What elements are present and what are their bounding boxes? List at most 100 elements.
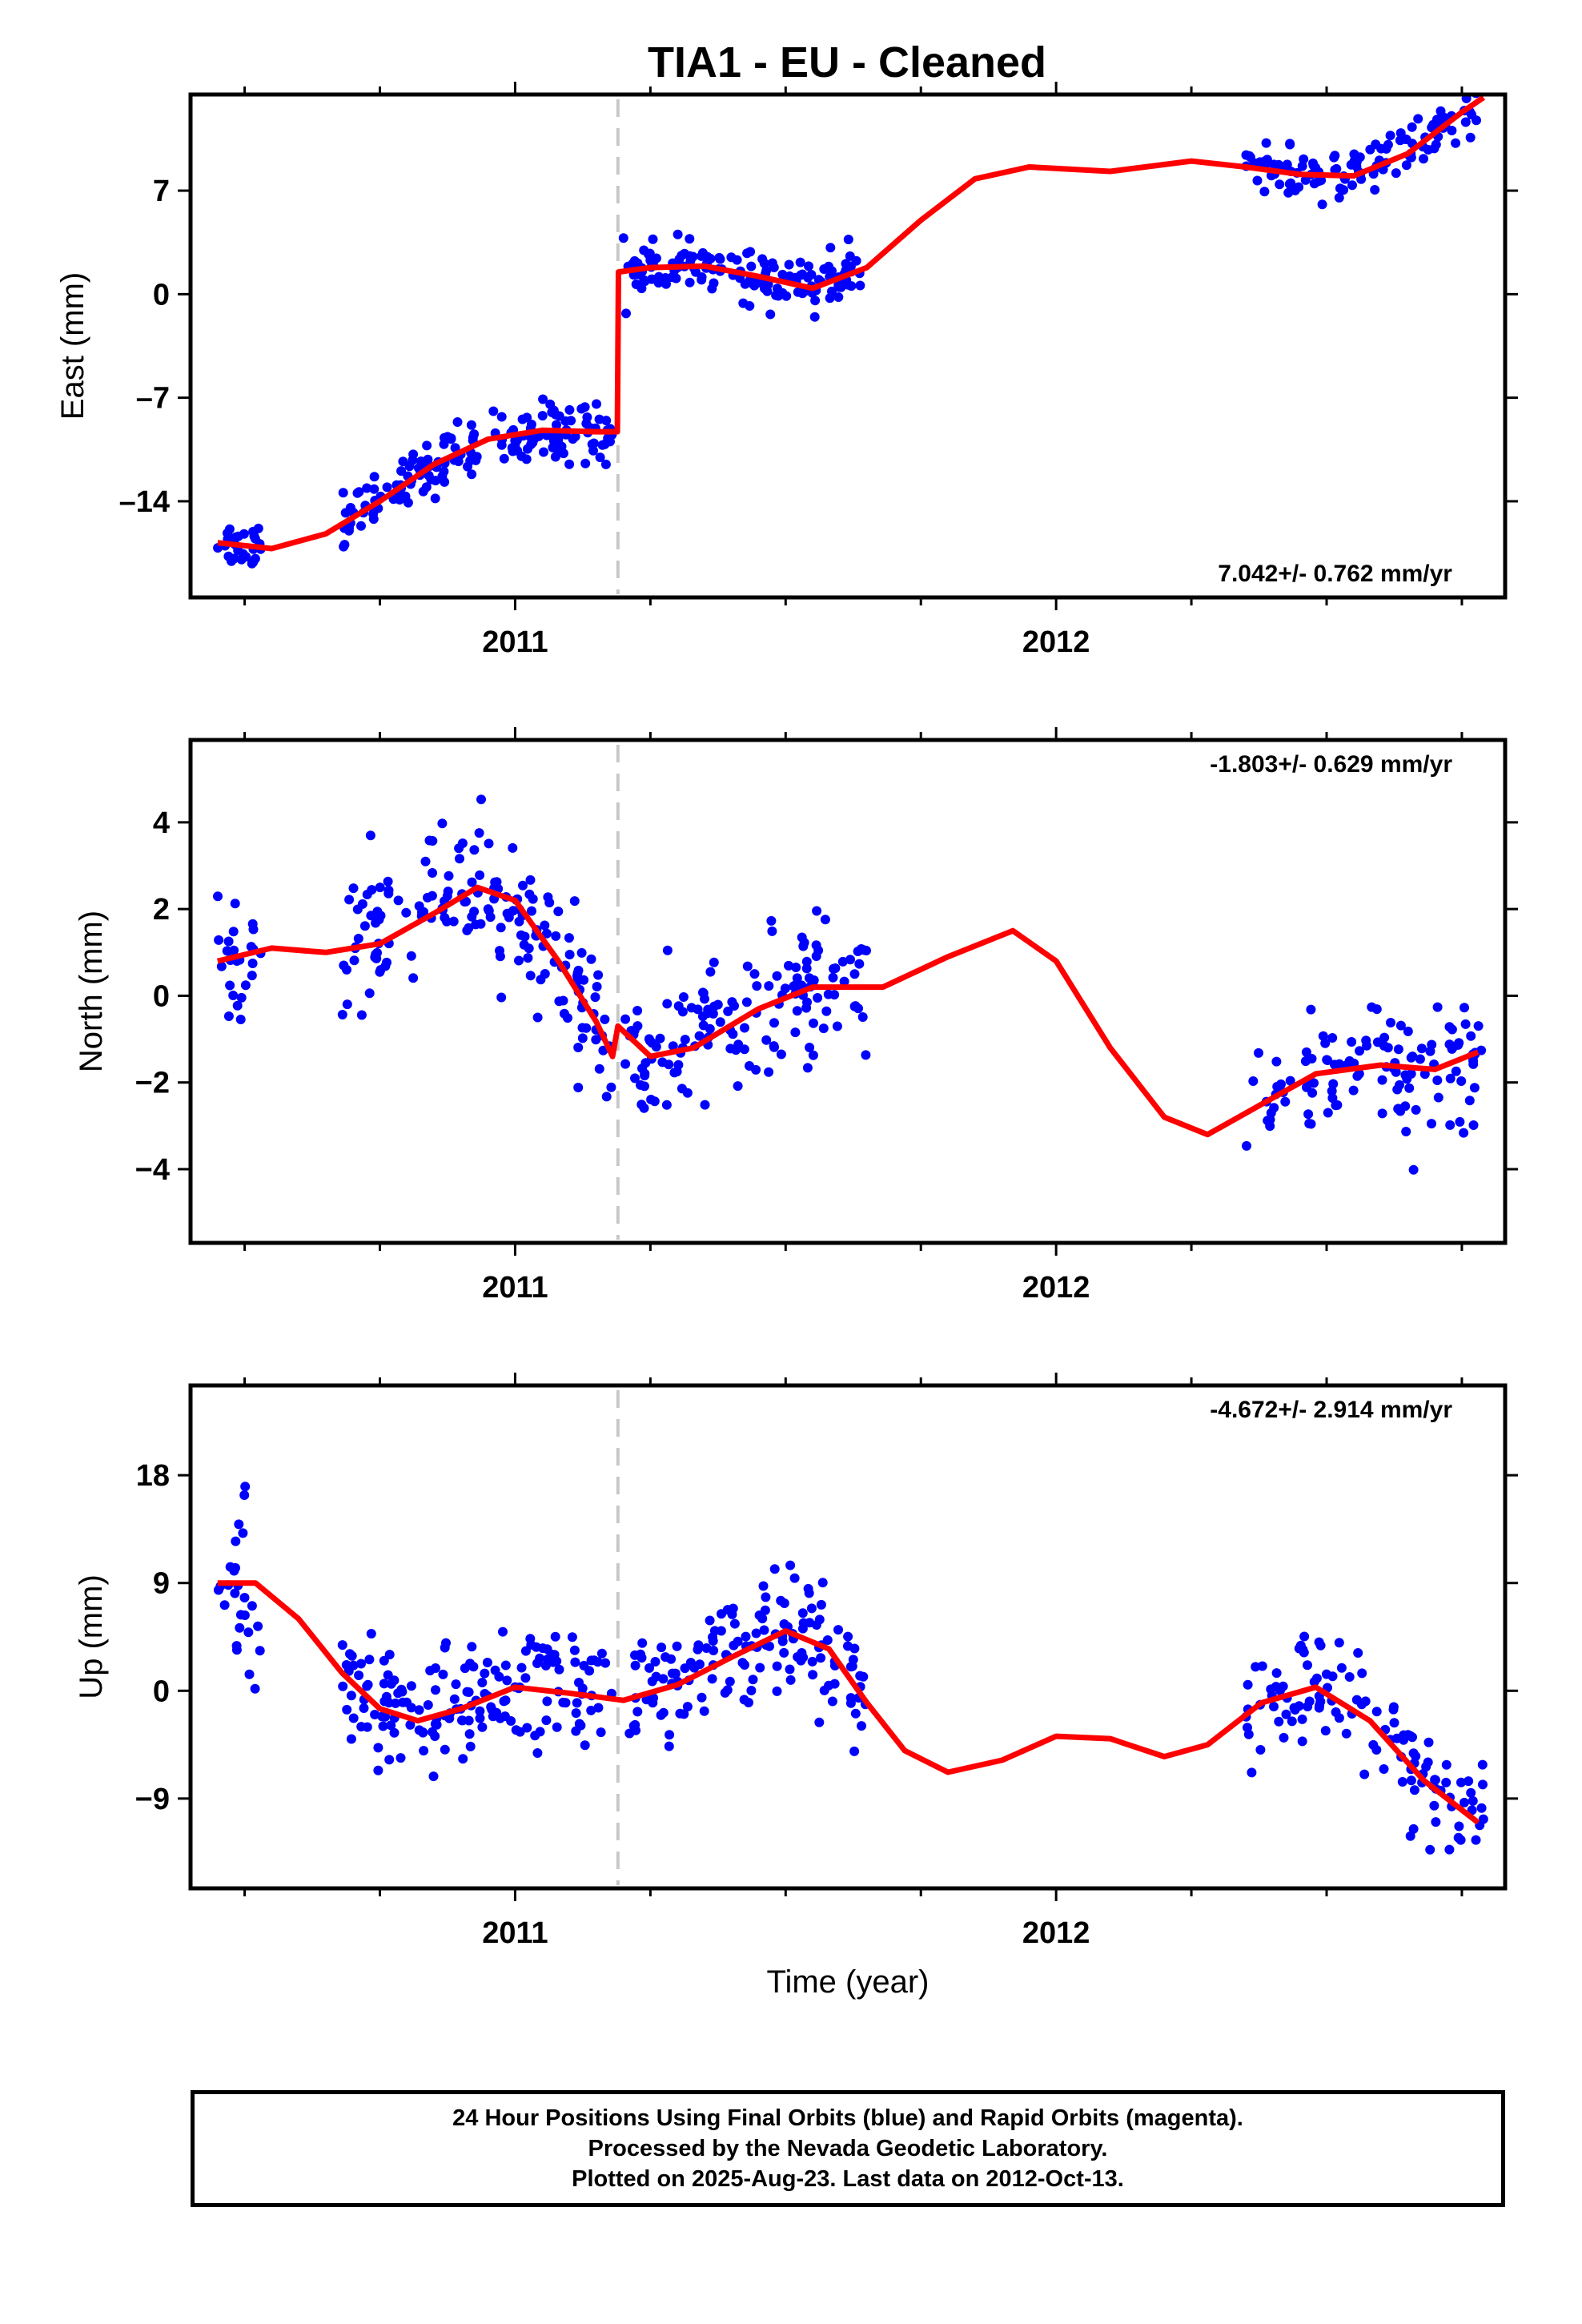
north-data-point	[1404, 1083, 1415, 1093]
up-data-point	[1257, 1661, 1267, 1671]
up-data-point	[1397, 1777, 1407, 1787]
north-data-point	[600, 1014, 610, 1024]
north-data-point	[1433, 1092, 1443, 1103]
north-data-point	[408, 973, 419, 983]
east-data-point	[521, 454, 532, 464]
east-data-point	[408, 449, 419, 460]
up-data-point	[630, 1660, 640, 1671]
up-data-point	[666, 1654, 677, 1664]
up-data-point	[516, 1663, 527, 1673]
north-data-point	[630, 1073, 640, 1084]
north-data-point	[677, 1084, 687, 1094]
east-data-point	[249, 531, 259, 541]
north-data-point	[353, 934, 363, 943]
north-data-point	[813, 945, 824, 955]
east-data-point	[685, 251, 695, 261]
east-data-point	[1391, 168, 1401, 179]
east-data-point	[1431, 139, 1441, 150]
east-data-point	[685, 234, 695, 244]
east-data-point	[1465, 132, 1476, 143]
east-data-point	[1269, 159, 1279, 170]
up-data-point	[354, 1671, 364, 1680]
north-data-point	[464, 923, 474, 933]
up-data-point	[498, 1626, 508, 1637]
up-data-point	[396, 1753, 406, 1763]
north-data-point	[420, 856, 431, 866]
north-data-point	[590, 992, 600, 1003]
north-data-point	[375, 883, 385, 893]
north-data-point	[1302, 1082, 1311, 1092]
north-data-point	[802, 997, 812, 1007]
north-ytick-label: 0	[153, 979, 170, 1013]
up-data-point	[373, 1765, 383, 1775]
east-data-point	[223, 551, 234, 561]
east-data-point	[673, 229, 683, 239]
east-data-point	[344, 523, 354, 533]
north-data-point	[1392, 1084, 1403, 1095]
east-data-point	[1385, 131, 1395, 141]
up-data-point	[1423, 1737, 1434, 1747]
north-data-point	[235, 1015, 246, 1024]
up-data-point	[1315, 1696, 1326, 1707]
north-data-point	[349, 955, 359, 966]
east-data-point	[661, 279, 671, 289]
up-data-point	[384, 1755, 395, 1765]
east-data-point	[1407, 122, 1417, 132]
north-data-point	[790, 1027, 801, 1038]
up-data-point	[550, 1631, 560, 1642]
up-data-point	[740, 1660, 749, 1670]
north-data-point	[461, 896, 471, 907]
east-data-point	[496, 440, 507, 450]
up-data-point	[665, 1730, 675, 1740]
north-data-point	[1466, 1031, 1476, 1041]
up-data-point	[526, 1639, 536, 1650]
north-data-point	[769, 1018, 779, 1028]
up-data-point	[1281, 1709, 1291, 1719]
up-data-point	[356, 1659, 366, 1669]
up-data-point	[567, 1632, 577, 1642]
east-data-point	[781, 291, 792, 301]
north-data-point	[577, 1023, 588, 1033]
up-data-point	[1266, 1684, 1276, 1695]
up-model-curve	[217, 1580, 1480, 1825]
north-data-point	[485, 912, 496, 923]
north-data-point	[362, 890, 372, 899]
up-data-point	[772, 1686, 782, 1696]
east-data-point	[1381, 143, 1391, 154]
east-data-point	[439, 439, 449, 449]
up-data-point	[1360, 1696, 1371, 1707]
up-data-point	[364, 1655, 375, 1665]
up-data-point	[571, 1726, 581, 1736]
east-data-point	[452, 417, 463, 427]
north-data-point	[553, 907, 564, 917]
north-data-point	[761, 1035, 772, 1045]
north-data-point	[1330, 1059, 1339, 1070]
east-data-point	[466, 420, 476, 430]
up-data-point	[541, 1715, 552, 1726]
north-data-point	[428, 836, 438, 846]
up-data-point	[1468, 1795, 1478, 1806]
east-data-point	[356, 521, 366, 531]
north-data-point	[802, 1063, 813, 1073]
east-data-point	[1395, 128, 1406, 139]
up-data-point	[699, 1706, 709, 1716]
north-data-point	[857, 1012, 868, 1022]
north-data-point	[573, 1083, 584, 1092]
north-data-point	[357, 899, 367, 909]
north-data-point	[1367, 1002, 1377, 1012]
east-data-point	[548, 442, 558, 452]
east-data-point	[580, 402, 590, 412]
east-data-point	[726, 252, 737, 263]
north-data-point	[475, 870, 485, 880]
up-data-point	[765, 1641, 774, 1651]
east-data-point	[369, 472, 379, 482]
up-data-point	[1441, 1777, 1452, 1787]
north-data-point	[1432, 1002, 1443, 1012]
up-data-point	[419, 1746, 429, 1756]
up-data-point	[596, 1648, 607, 1659]
east-data-point	[601, 416, 612, 426]
north-rate-label: -1.803+/- 0.629 mm/yr	[1210, 751, 1452, 778]
north-data-point	[1301, 1047, 1311, 1057]
up-data-point	[240, 1482, 251, 1492]
north-panel: −4 −2 0 2 4 2011 2012 North (mm) -1.803+/- 0.629…	[74, 727, 1518, 1305]
